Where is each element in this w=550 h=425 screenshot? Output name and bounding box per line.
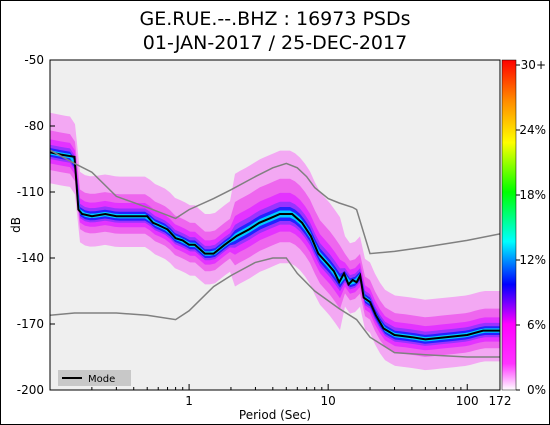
colorbar-label: 12% [519,253,546,267]
x-axis-label: Period (Sec) [239,408,311,422]
psd-density [50,112,500,371]
colorbar-label: 30+ [521,58,546,72]
y-tick-label: -140 [17,251,44,265]
y-tick-label: -170 [17,317,44,331]
x-tick-label: 10 [321,394,336,408]
colorbar-label: 6% [527,318,546,332]
y-axis-label: dB [9,217,23,233]
colorbar-label: 18% [519,188,546,202]
y-tick-label: -200 [17,383,44,397]
x-tick-label: 172 [489,394,512,408]
legend-mode-label: Mode [88,374,115,385]
colorbar [501,59,517,391]
x-tick-label: 100 [456,394,479,408]
x-tick-label: 1 [185,394,193,408]
legend-box [58,370,131,386]
chart-title-line2: 01-JAN-2017 / 25-DEC-2017 [142,32,408,54]
y-tick-label: -80 [24,119,44,133]
high-noise-model-line [50,149,500,255]
y-tick-label: -110 [17,185,44,199]
plot-border [49,59,501,391]
colorbar-label: 24% [519,123,546,137]
chart-title-line1: GE.RUE.--.BHZ : 16973 PSDs [139,8,411,30]
density-band [50,130,500,357]
colorbar-label: 0% [527,383,546,397]
mode-line [50,151,500,341]
low-noise-model-line [50,257,500,358]
y-tick-label: -50 [24,53,44,67]
legend: Mode [58,370,131,386]
